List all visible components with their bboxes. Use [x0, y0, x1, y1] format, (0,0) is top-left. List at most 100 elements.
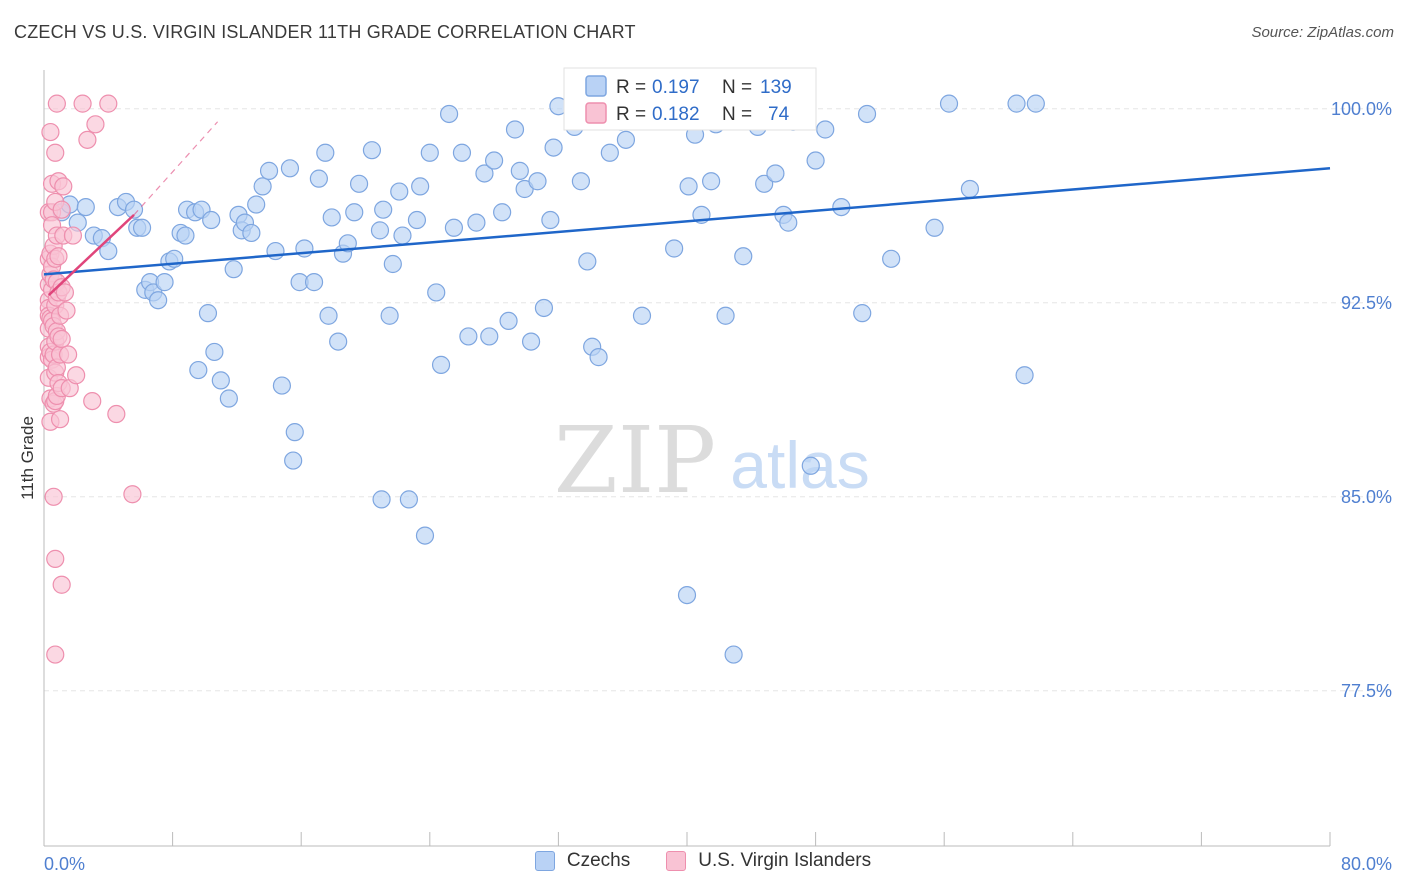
czech-point [211, 371, 230, 390]
legend-item-virgin-islanders[interactable]: U.S. Virgin Islanders [666, 850, 871, 872]
czech-point [372, 490, 391, 509]
stats-r-label-czechs: R = [616, 77, 646, 98]
stats-n-label-czechs: N = [722, 77, 752, 98]
x-axis-ticks [43, 832, 1331, 846]
czech-point [76, 197, 95, 217]
czech-point [702, 172, 721, 191]
virgin-islander-point [52, 575, 71, 594]
czech-point [779, 213, 798, 232]
czech-point [544, 138, 563, 157]
virgin-islander-point [54, 177, 73, 196]
virgin-islander-point [99, 94, 118, 113]
virgin-islander-point [50, 410, 70, 429]
virgin-islander-point [46, 549, 65, 568]
series-legend: Czechs U.S. Virgin Islanders [0, 850, 1406, 872]
czech-point [393, 226, 412, 245]
x-tick-label-max: 80.0% [1341, 854, 1392, 874]
czech-point [882, 249, 901, 268]
czech-point [459, 327, 478, 346]
watermark-zip: ZIP [554, 407, 716, 514]
czech-point [242, 223, 261, 243]
czech-point [485, 151, 504, 170]
czech-point [480, 327, 499, 346]
stats-n-label-virgin: N = [722, 104, 752, 125]
czech-point [541, 210, 560, 230]
czech-point [600, 143, 619, 162]
czech-point [939, 94, 959, 113]
czech-point [176, 226, 195, 245]
source-label: Source: ZipAtlas.com [1251, 24, 1394, 41]
virgin-islander-point [52, 200, 71, 219]
czech-point [589, 348, 608, 367]
virgin-islander-point [59, 345, 78, 364]
legend-swatch-virgin-islanders [666, 851, 687, 871]
czech-point [521, 332, 541, 351]
czech-point [716, 306, 735, 325]
czech-point [399, 490, 419, 509]
czech-point [510, 161, 529, 180]
stats-r-value-virgin: 0.182 [652, 104, 700, 125]
virgin-islander-point [55, 283, 74, 302]
x-tick-label-min: 0.0% [44, 854, 85, 874]
czech-point [857, 104, 877, 124]
watermark-atlas: atlas [730, 428, 869, 502]
czech-point [665, 239, 684, 258]
czech-point [499, 311, 518, 331]
czech-point [816, 120, 835, 139]
czech-point [407, 210, 427, 230]
stats-r-label-virgin: R = [616, 104, 646, 125]
legend-item-czechs[interactable]: Czechs [534, 850, 631, 872]
czech-point [99, 241, 118, 261]
stats-n-value-virgin: 74 [768, 104, 790, 125]
virgin-islander-point [41, 122, 60, 142]
czech-point [380, 306, 399, 325]
czech-point [853, 304, 872, 323]
czech-point [475, 164, 494, 183]
virgin-islander-point [123, 485, 142, 504]
legend-label-czechs: Czechs [566, 850, 631, 871]
czech-point [189, 360, 208, 380]
czechs-points [52, 94, 1045, 664]
czech-point [925, 218, 944, 237]
legend-label-virgin-islanders: U.S. Virgin Islanders [698, 850, 872, 871]
virgin-islander-point [63, 226, 83, 245]
czech-point [370, 221, 390, 240]
stats-legend: R = 0.197 N = 139 R = 0.182 N = 74 [563, 67, 817, 131]
czech-point [431, 355, 451, 374]
czech-point [505, 120, 525, 139]
stats-swatch-virgin [585, 102, 607, 124]
czech-point [329, 332, 348, 351]
czech-point [349, 174, 369, 193]
czech-point [755, 174, 774, 193]
virgin-islander-point [73, 94, 92, 113]
czech-point [253, 177, 272, 196]
czech-point [439, 104, 459, 124]
czech-point [734, 247, 753, 266]
trend-lines [43, 121, 1331, 296]
czech-point [1007, 94, 1026, 113]
czech-point [528, 172, 547, 191]
virgin-islander-point [46, 143, 65, 162]
czech-point [345, 203, 364, 222]
czech-point [202, 210, 221, 230]
stats-r-value-czechs: 0.197 [652, 77, 700, 98]
virgin-islander-point [49, 247, 68, 266]
stats-swatch-czechs [585, 75, 607, 97]
czech-point [319, 306, 338, 325]
czech-point [219, 389, 238, 408]
czech-point [259, 161, 279, 180]
czech-point [266, 241, 285, 261]
czech-point [338, 234, 357, 253]
czech-point [390, 182, 409, 201]
czech-point [467, 213, 486, 232]
stats-n-value-czechs: 139 [760, 77, 792, 98]
y-tick-label: 92.5% [1341, 293, 1392, 313]
legend-swatch-czechs [534, 851, 555, 871]
czech-point [285, 423, 304, 442]
czech-point [632, 306, 652, 325]
virgin-islander-point [67, 366, 86, 385]
y-tick-label: 77.5% [1341, 681, 1392, 701]
czech-point [224, 260, 243, 279]
czech-point [374, 200, 393, 219]
czech-point [383, 254, 402, 274]
